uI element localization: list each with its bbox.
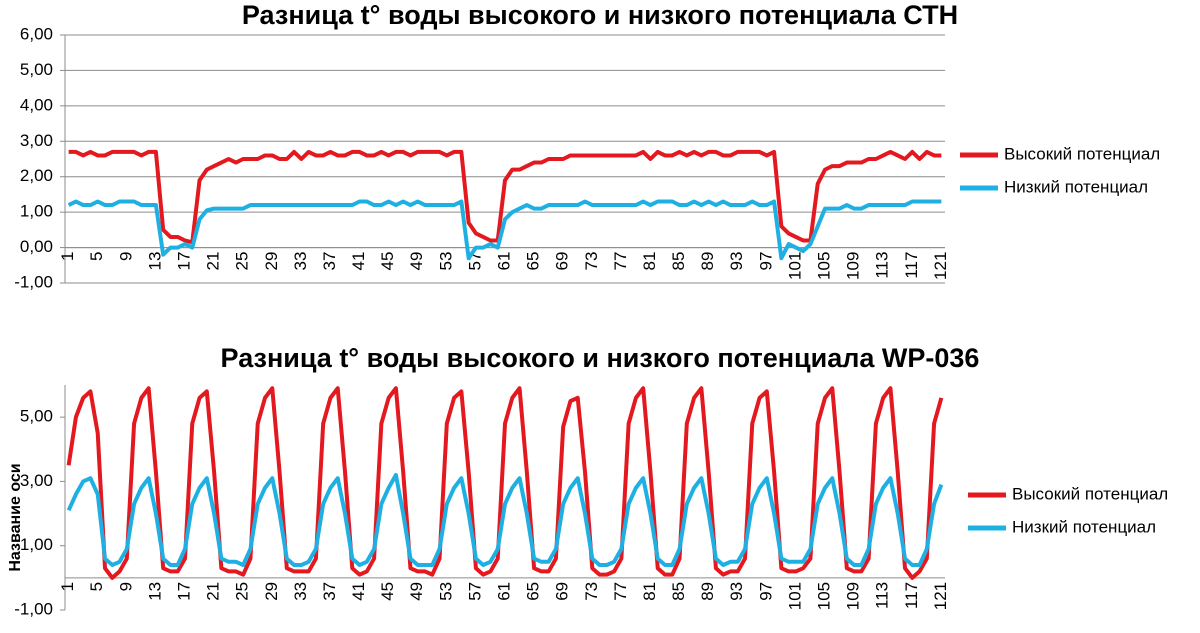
x-tick-label: 37 <box>320 582 339 601</box>
y-tick-label: 4,00 <box>20 95 53 114</box>
x-tick-label: 29 <box>262 582 281 601</box>
x-tick-label: 93 <box>727 582 746 601</box>
x-tick-label: 45 <box>378 252 397 271</box>
x-tick-label: 57 <box>465 582 484 601</box>
x-tick-label: 13 <box>145 252 164 271</box>
x-tick-label: 29 <box>262 252 281 271</box>
series-line <box>66 473 944 567</box>
x-tick-label: 1 <box>58 252 77 261</box>
legend-label: Высокий потенциал <box>1012 484 1168 503</box>
x-tick-label: 37 <box>320 252 339 271</box>
legend-label: Низкий потенциал <box>1004 177 1148 196</box>
x-tick-label: 89 <box>698 582 717 601</box>
series-line <box>67 199 942 261</box>
x-tick-label: 89 <box>698 252 717 271</box>
x-tick-label: 61 <box>494 582 513 601</box>
x-tick-label: 9 <box>116 252 135 261</box>
x-tick-label: 53 <box>436 252 455 271</box>
y-tick-label: 5,00 <box>20 60 53 79</box>
x-tick-label: 45 <box>378 582 397 601</box>
x-tick-label: 25 <box>233 582 252 601</box>
y-tick-label: -1,00 <box>14 272 53 291</box>
y-tick-label: 6,00 <box>20 24 53 43</box>
x-tick-label: 21 <box>204 252 223 271</box>
x-tick-label: 49 <box>407 582 426 601</box>
y-tick-label: 0,00 <box>20 237 53 256</box>
y-tick-label: 3,00 <box>20 131 53 150</box>
x-tick-label: 53 <box>436 582 455 601</box>
x-tick-label: 21 <box>204 582 223 601</box>
x-tick-label: 85 <box>669 582 688 601</box>
x-tick-label: 121 <box>931 252 950 280</box>
x-tick-label: 65 <box>524 582 543 601</box>
x-tick-label: 5 <box>87 582 106 591</box>
x-tick-label: 65 <box>524 252 543 271</box>
x-tick-label: 25 <box>233 252 252 271</box>
x-tick-label: 17 <box>174 582 193 601</box>
x-tick-label: 109 <box>844 252 863 280</box>
series-line <box>68 149 942 245</box>
x-tick-label: 1 <box>58 582 77 591</box>
x-tick-label: 105 <box>814 252 833 280</box>
y-tick-label: 3,00 <box>20 471 53 490</box>
series-line <box>66 386 944 580</box>
x-tick-label: 5 <box>87 252 106 261</box>
x-tick-label: 97 <box>756 582 775 601</box>
y-tick-label: 1,00 <box>20 535 53 554</box>
legend-label: Низкий потенциал <box>1012 517 1156 536</box>
x-tick-label: 113 <box>873 252 892 279</box>
y-tick-label: 1,00 <box>20 202 53 221</box>
x-tick-label: 73 <box>582 582 601 601</box>
x-tick-label: 117 <box>902 252 921 279</box>
x-tick-label: 33 <box>291 252 310 271</box>
x-tick-label: 109 <box>844 582 863 610</box>
x-tick-label: 33 <box>291 582 310 601</box>
x-tick-label: 113 <box>873 582 892 609</box>
chart-title: Разница t° воды высокого и низкого потен… <box>221 343 980 373</box>
x-tick-label: 85 <box>669 252 688 271</box>
y-tick-label: -1,00 <box>14 599 53 618</box>
legend-label: Высокий потенциал <box>1004 144 1160 163</box>
x-tick-label: 101 <box>785 582 804 610</box>
x-tick-label: 117 <box>902 582 921 609</box>
x-tick-label: 73 <box>582 252 601 271</box>
x-tick-label: 49 <box>407 252 426 271</box>
x-tick-label: 81 <box>640 582 659 601</box>
x-tick-label: 77 <box>611 252 630 271</box>
x-tick-label: 121 <box>931 582 950 610</box>
x-tick-label: 81 <box>640 252 659 271</box>
x-tick-label: 41 <box>349 582 368 601</box>
x-tick-label: 61 <box>494 252 513 271</box>
y-tick-label: 5,00 <box>20 407 53 426</box>
x-tick-label: 69 <box>553 582 572 601</box>
y-axis-title: Название оси <box>7 463 24 571</box>
x-tick-label: 105 <box>814 582 833 610</box>
x-tick-label: 101 <box>785 252 804 280</box>
x-tick-label: 9 <box>116 582 135 591</box>
x-tick-label: 77 <box>611 582 630 601</box>
chart-title: Разница t° воды высокого и низкого потен… <box>242 0 958 30</box>
x-tick-label: 69 <box>553 252 572 271</box>
x-tick-label: 93 <box>727 252 746 271</box>
x-tick-label: 41 <box>349 252 368 271</box>
y-tick-label: 2,00 <box>20 166 53 185</box>
x-tick-label: 97 <box>756 252 775 271</box>
x-tick-label: 17 <box>174 252 193 271</box>
x-tick-label: 13 <box>145 582 164 601</box>
